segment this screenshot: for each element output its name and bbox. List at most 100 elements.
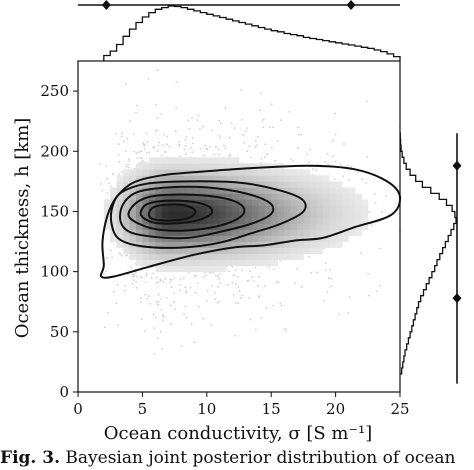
density-cell bbox=[232, 193, 240, 200]
sample-point bbox=[185, 290, 188, 292]
sample-point bbox=[283, 327, 286, 330]
sample-point bbox=[327, 163, 330, 166]
density-cell bbox=[297, 169, 304, 176]
density-cell bbox=[277, 223, 285, 230]
density-cell bbox=[354, 193, 362, 200]
density-cell bbox=[271, 205, 278, 212]
sample-point bbox=[208, 145, 211, 148]
sample-point bbox=[232, 274, 235, 277]
sample-point bbox=[257, 296, 260, 299]
sample-point bbox=[162, 319, 165, 322]
y-tick-label: 0 bbox=[59, 383, 69, 401]
density-cell bbox=[219, 163, 227, 170]
sample-point bbox=[376, 290, 378, 292]
thickness-interval-marker bbox=[452, 293, 462, 304]
sample-point bbox=[123, 289, 126, 292]
sample-point bbox=[124, 284, 126, 287]
density-cell bbox=[290, 223, 298, 230]
density-cell bbox=[206, 169, 214, 176]
sample-point bbox=[248, 145, 251, 148]
density-cell bbox=[239, 181, 246, 188]
density-cell bbox=[284, 181, 291, 188]
density-cell bbox=[200, 187, 208, 194]
density-cell bbox=[342, 199, 349, 206]
sample-point bbox=[277, 281, 280, 284]
density-cell bbox=[329, 235, 336, 242]
density-cell bbox=[103, 217, 111, 224]
density-cell bbox=[155, 247, 163, 254]
contour-line bbox=[119, 185, 275, 240]
sample-point bbox=[139, 301, 142, 304]
density-cell bbox=[258, 187, 266, 194]
sample-point bbox=[203, 154, 206, 157]
sample-point bbox=[170, 286, 173, 289]
sample-point bbox=[209, 271, 212, 274]
density-cell bbox=[251, 169, 259, 176]
density-cell bbox=[148, 181, 156, 188]
density-cell bbox=[226, 211, 233, 218]
density-cell bbox=[168, 211, 175, 218]
top-marginal-histogram bbox=[78, 0, 401, 62]
density-cell bbox=[309, 223, 317, 230]
sample-point bbox=[126, 273, 129, 276]
density-cell bbox=[206, 163, 214, 170]
sample-point bbox=[365, 182, 367, 184]
sample-point bbox=[300, 133, 303, 136]
density-cell bbox=[168, 175, 175, 182]
sample-point bbox=[136, 275, 139, 278]
density-cell bbox=[148, 259, 156, 266]
sample-point bbox=[135, 152, 138, 155]
density-cell bbox=[258, 169, 266, 176]
density-cell bbox=[277, 199, 285, 206]
sample-point bbox=[217, 285, 220, 288]
density-cell bbox=[329, 211, 336, 218]
density-cell bbox=[264, 181, 272, 188]
sample-point bbox=[254, 328, 257, 331]
density-cell bbox=[303, 187, 311, 194]
density-cell bbox=[174, 265, 182, 272]
density-cell bbox=[174, 187, 182, 194]
sample-point bbox=[231, 265, 234, 268]
sample-point bbox=[144, 293, 147, 296]
density-cell bbox=[206, 253, 214, 260]
density-cell bbox=[251, 187, 259, 194]
density-cell bbox=[297, 187, 304, 194]
sample-point bbox=[139, 161, 142, 164]
sample-point bbox=[330, 277, 333, 280]
density-cell bbox=[335, 205, 343, 212]
sample-point bbox=[174, 130, 177, 133]
density-cell bbox=[226, 247, 233, 254]
density-cell bbox=[322, 181, 330, 188]
density-cell bbox=[226, 163, 233, 170]
sample-point bbox=[218, 300, 220, 303]
y-axis-label: Ocean thickness, h [km] bbox=[12, 118, 33, 339]
density-cell bbox=[316, 217, 324, 224]
density-cell bbox=[251, 241, 259, 248]
density-cell bbox=[316, 229, 324, 236]
sample-point bbox=[117, 153, 120, 156]
density-cell bbox=[309, 199, 317, 206]
density-cell bbox=[290, 229, 298, 236]
density-cell bbox=[219, 229, 227, 236]
density-cell bbox=[129, 187, 137, 194]
sample-point bbox=[254, 146, 257, 148]
sample-point bbox=[348, 296, 351, 298]
density-cell bbox=[168, 157, 175, 164]
density-cell bbox=[348, 199, 356, 206]
density-cell bbox=[251, 175, 259, 182]
sample-point bbox=[170, 279, 173, 281]
sample-point bbox=[331, 139, 334, 142]
density-cell bbox=[245, 229, 253, 236]
density-cell bbox=[116, 199, 124, 206]
density-cell bbox=[181, 181, 188, 188]
sample-point bbox=[136, 104, 138, 107]
density-cell bbox=[187, 157, 195, 164]
sample-point bbox=[218, 148, 220, 151]
density-cell bbox=[148, 163, 156, 170]
density-cell bbox=[200, 253, 208, 260]
density-cell bbox=[251, 199, 259, 206]
density-cell bbox=[342, 229, 349, 236]
sample-point bbox=[142, 159, 144, 162]
density-cell bbox=[251, 211, 259, 218]
density-cell bbox=[309, 217, 317, 224]
